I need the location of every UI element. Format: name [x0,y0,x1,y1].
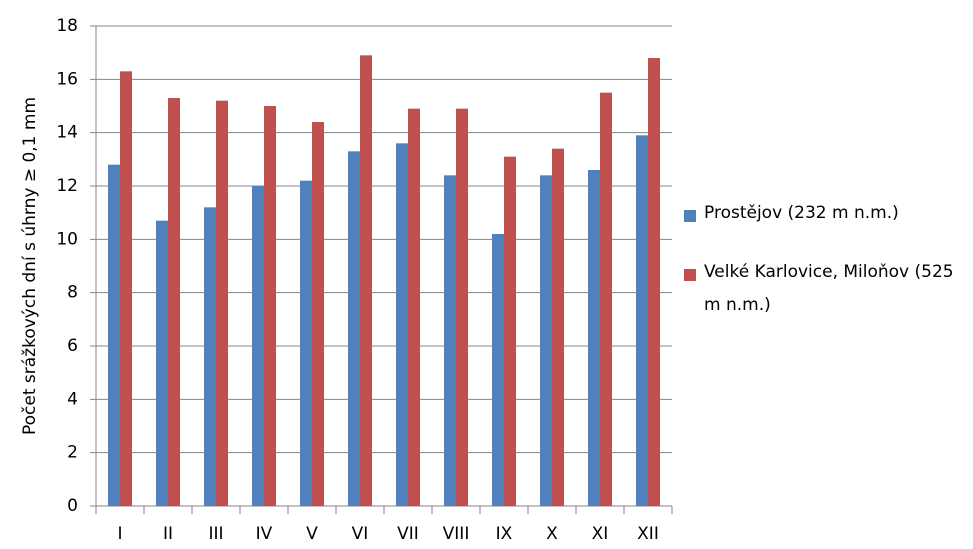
x-tick-label: V [306,524,318,544]
bar [396,143,408,507]
legend-entry: Prostějov (232 m n.m.) [684,203,969,230]
bar [600,92,612,507]
y-tick-label: 16 [56,69,78,89]
bar [264,106,276,506]
y-tick-label: 6 [67,336,78,356]
bar [408,108,420,507]
y-tick-label: 10 [56,229,78,249]
bar [648,58,660,506]
bar [348,151,360,507]
bar [636,135,648,507]
bar [108,164,120,506]
bar [168,98,180,506]
bar [540,175,552,507]
legend-label: Velké Karlovice, Miloňov (525 m n.m.) [704,262,954,316]
y-tick-label: 12 [56,176,78,196]
legend: Prostějov (232 m n.m.) Velké Karlovice, M… [684,203,969,356]
bar [216,100,228,507]
y-axis-label: Počet srážkových dní s úhrny ≥ 0,1 mm [20,97,40,435]
y-tick-label: 2 [67,443,78,463]
bar [588,170,600,506]
x-tick-label: XII [637,524,659,544]
y-tick-label: 14 [56,123,78,143]
y-tick-label: 18 [56,16,78,36]
x-tick-label: VI [352,524,369,544]
legend-entry: Velké Karlovice, Miloňov (525 m n.m.) [684,262,969,322]
x-tick-label: II [163,524,173,544]
bar [204,207,216,507]
bar [552,148,564,506]
bar [252,186,264,506]
legend-swatch [684,210,696,222]
x-tick-label: VIII [443,524,470,544]
x-tick-label: VII [397,524,419,544]
x-tick-label: IV [256,524,273,544]
bar [120,71,132,506]
x-tick-label: XI [592,524,609,544]
y-tick-label: 8 [67,283,78,303]
x-tick-label: I [117,524,122,544]
legend-swatch [684,269,696,282]
y-tick-label: 0 [67,496,78,516]
bar [312,122,324,506]
x-tick-label: III [208,524,223,544]
bar [156,220,168,506]
legend-label: Prostějov (232 m n.m.) [704,203,899,223]
bar [360,55,372,506]
bar [444,175,456,507]
x-tick-label: X [546,524,558,544]
y-tick-label: 4 [67,389,78,409]
bar [504,156,516,506]
bar [300,180,312,506]
x-tick-label: IX [496,524,513,544]
bar [492,234,504,506]
bar [456,108,468,507]
